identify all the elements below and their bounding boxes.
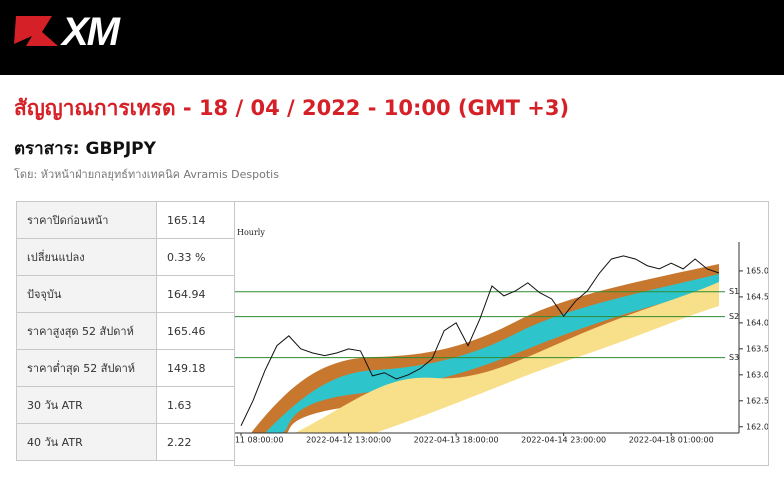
- header: XM: [0, 0, 784, 75]
- stat-label: เปลี่ยนแปลง: [16, 238, 157, 276]
- table-row: ราคาปิดก่อนหน้า 165.14: [16, 201, 236, 239]
- table-row: ปัจจุบัน 164.94: [16, 275, 236, 313]
- page-title: สัญญาณการเทรด - 18 / 04 / 2022 - 10:00 (…: [14, 96, 570, 120]
- support-label: S3: [729, 353, 739, 362]
- chart-title: Hourly: [237, 228, 265, 237]
- stat-label: ปัจจุบัน: [16, 275, 157, 313]
- stat-value: 0.33 %: [156, 238, 236, 276]
- support-label: S1: [729, 287, 739, 296]
- y-tick-label: 163.00: [746, 370, 768, 379]
- x-tick-label: 2022-04-11 08:00:00: [235, 436, 283, 445]
- x-tick-label: 2022-04-13 18:00:00: [414, 436, 499, 445]
- y-tick-label: 162.00: [746, 422, 768, 431]
- stat-value: 165.14: [156, 201, 236, 239]
- logo-icon: [14, 16, 58, 46]
- stats-table: ราคาปิดก่อนหน้า 165.14 เปลี่ยนแปลง 0.33 % ปั…: [16, 201, 236, 461]
- stat-value: 2.22: [156, 423, 236, 461]
- author: โดย: หัวหน้าฝ่ายกลยุทธ์ทางเทคนิค Avramis…: [14, 168, 279, 181]
- table-row: เปลี่ยนแปลง 0.33 %: [16, 238, 236, 276]
- table-row: 40 วัน ATR 2.22: [16, 423, 236, 461]
- band-lower: [295, 282, 719, 433]
- chart: Hourly 162.00 162.50 163.00 163.50 164.00 164…: [199, 228, 774, 445]
- table-row: 30 วัน ATR 1.63: [16, 386, 236, 424]
- stat-label: ราคาปิดก่อนหน้า: [16, 201, 157, 239]
- y-tick-label: 164.50: [746, 292, 768, 301]
- stat-label: ราคาสูงสุด 52 สัปดาห์: [16, 312, 157, 350]
- stat-label: 30 วัน ATR: [16, 386, 157, 424]
- stat-value: 164.94: [156, 275, 236, 313]
- stat-value: 165.46: [156, 312, 236, 350]
- y-tick-label: 163.50: [746, 344, 768, 353]
- band-inner: [265, 274, 719, 433]
- table-row: ราคาสูงสุด 52 สัปดาห์ 165.46: [16, 312, 236, 350]
- logo: XM: [62, 10, 120, 54]
- stat-label: 40 วัน ATR: [16, 423, 157, 461]
- stat-value: 1.63: [156, 386, 236, 424]
- instrument: ตราสาร: GBPJPY: [14, 139, 156, 159]
- price-line: [240, 255, 720, 426]
- chart-container: Hourly 162.00 162.50 163.00 163.50 164.00 164…: [199, 201, 774, 466]
- table-row: ราคาต่ำสุด 52 สัปดาห์ 149.18: [16, 349, 236, 387]
- y-tick-label: 164.00: [746, 318, 768, 327]
- x-tick-label: 2022-04-18 01:00:00: [629, 436, 714, 445]
- y-tick-label: 162.50: [746, 396, 768, 405]
- y-tick-label: 165.00: [746, 266, 768, 275]
- support-label: S2: [729, 312, 739, 321]
- stat-value: 149.18: [156, 349, 236, 387]
- x-tick-label: 2022-04-12 13:00:00: [306, 436, 391, 445]
- x-tick-label: 2022-04-14 23:00:00: [521, 436, 606, 445]
- stat-label: ราคาต่ำสุด 52 สัปดาห์: [16, 349, 157, 387]
